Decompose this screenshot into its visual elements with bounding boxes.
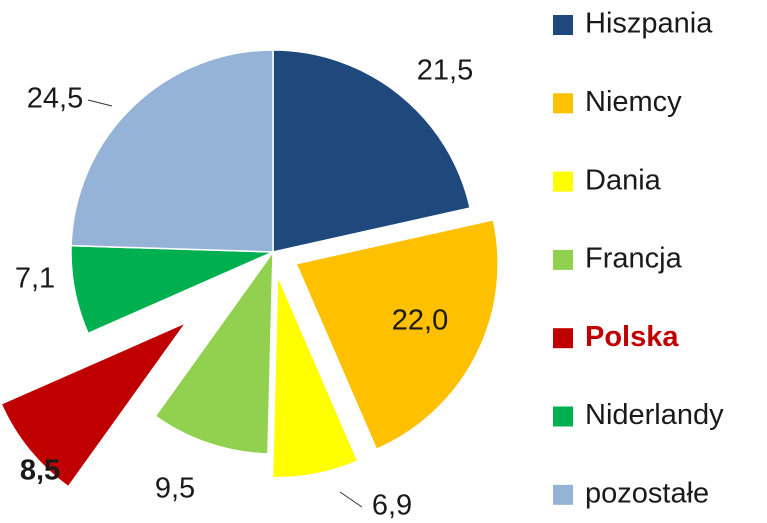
- pie-slice: [295, 218, 499, 451]
- legend-swatch: [553, 406, 573, 427]
- legend-swatch: [553, 15, 573, 35]
- pie-slice: [0, 320, 189, 488]
- data-label: 8,5: [20, 455, 60, 487]
- legend-swatch: [553, 328, 573, 349]
- data-label: 22,0: [392, 305, 448, 337]
- leader-line: [87, 99, 113, 107]
- legend-swatch: [553, 484, 573, 505]
- data-label: 24,5: [27, 83, 83, 115]
- data-label: 7,1: [15, 263, 55, 295]
- pie-slice: [272, 49, 472, 253]
- data-label: 9,5: [155, 473, 195, 505]
- legend-swatch: [553, 93, 573, 114]
- legend-label: Polska: [585, 321, 679, 353]
- legend-label: pozostałe: [585, 477, 709, 509]
- legend-label: Niemcy: [585, 86, 682, 118]
- leader-line: [339, 491, 363, 508]
- data-label: 21,5: [417, 55, 473, 87]
- legend-label: Dania: [585, 164, 662, 196]
- legend-label: Francja: [585, 243, 683, 275]
- pie-slice: [271, 275, 359, 479]
- pie-slice: [154, 249, 274, 455]
- legend-label: Hiszpania: [585, 8, 713, 40]
- legend-swatch: [553, 171, 573, 192]
- legend-label: Niderlandy: [585, 399, 724, 431]
- data-label: 6,9: [372, 490, 412, 522]
- pie-slice: [70, 49, 274, 253]
- legend-swatch: [553, 249, 573, 270]
